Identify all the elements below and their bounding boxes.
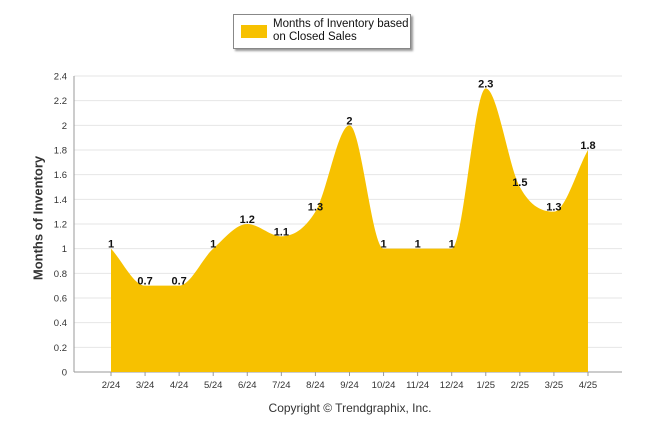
y-tick-label: 2 bbox=[62, 121, 67, 132]
data-label: 1.1 bbox=[274, 226, 289, 238]
series-area bbox=[111, 88, 588, 372]
data-label: 1.3 bbox=[546, 202, 561, 214]
data-label: 2.3 bbox=[478, 78, 493, 90]
data-label: 1.3 bbox=[308, 202, 323, 214]
x-tick-label: 7/24 bbox=[272, 380, 291, 391]
y-tick-label: 1 bbox=[62, 244, 67, 255]
x-tick-label: 9/24 bbox=[340, 380, 359, 391]
legend-swatch bbox=[241, 25, 267, 38]
data-label: 1 bbox=[108, 239, 114, 251]
y-tick-label: 1.8 bbox=[54, 146, 67, 157]
x-tick-label: 8/24 bbox=[306, 380, 325, 391]
x-tick-label: 6/24 bbox=[238, 380, 257, 391]
data-label: 1.8 bbox=[580, 140, 595, 152]
x-tick-label: 10/24 bbox=[372, 380, 396, 391]
y-tick-label: 1.2 bbox=[54, 220, 67, 231]
data-label: 1 bbox=[210, 239, 216, 251]
x-tick-label: 5/24 bbox=[204, 380, 223, 391]
data-label: 0.7 bbox=[171, 276, 186, 288]
y-tick-label: 1.4 bbox=[54, 195, 67, 206]
x-tick-label: 3/25 bbox=[545, 380, 564, 391]
y-tick-label: 0.6 bbox=[54, 294, 67, 305]
x-tick-label: 4/24 bbox=[170, 380, 189, 391]
data-label: 1 bbox=[449, 239, 455, 251]
data-label: 1.5 bbox=[512, 177, 527, 189]
y-tick-label: 0.2 bbox=[54, 343, 67, 354]
data-label: 2 bbox=[346, 115, 352, 127]
x-tick-label: 11/24 bbox=[406, 380, 429, 391]
x-tick-label: 12/24 bbox=[440, 380, 464, 391]
y-tick-label: 2.2 bbox=[54, 96, 67, 107]
y-axis-label: Months of Inventory bbox=[30, 155, 46, 281]
x-tick-label: 2/25 bbox=[511, 380, 530, 391]
y-tick-label: 0.8 bbox=[54, 269, 67, 280]
y-tick-label: 2.4 bbox=[54, 72, 67, 83]
copyright-text: Copyright © Trendgraphix, Inc. bbox=[268, 401, 432, 415]
legend-label: Months of Inventory based on Closed Sale… bbox=[273, 18, 409, 43]
x-tick-label: 4/25 bbox=[579, 380, 598, 391]
x-tick-label: 2/24 bbox=[102, 380, 121, 391]
x-tick-label: 3/24 bbox=[136, 380, 155, 391]
data-label: 1 bbox=[415, 239, 421, 251]
x-tick-label: 1/25 bbox=[477, 380, 496, 391]
data-label: 1.2 bbox=[240, 214, 255, 226]
chart-legend: Months of Inventory based on Closed Sale… bbox=[233, 14, 411, 49]
data-label: 1 bbox=[380, 239, 386, 251]
data-label: 0.7 bbox=[137, 276, 152, 288]
y-tick-label: 1.6 bbox=[54, 170, 67, 181]
y-tick-label: 0.4 bbox=[54, 318, 67, 329]
y-tick-label: 0 bbox=[62, 368, 67, 379]
